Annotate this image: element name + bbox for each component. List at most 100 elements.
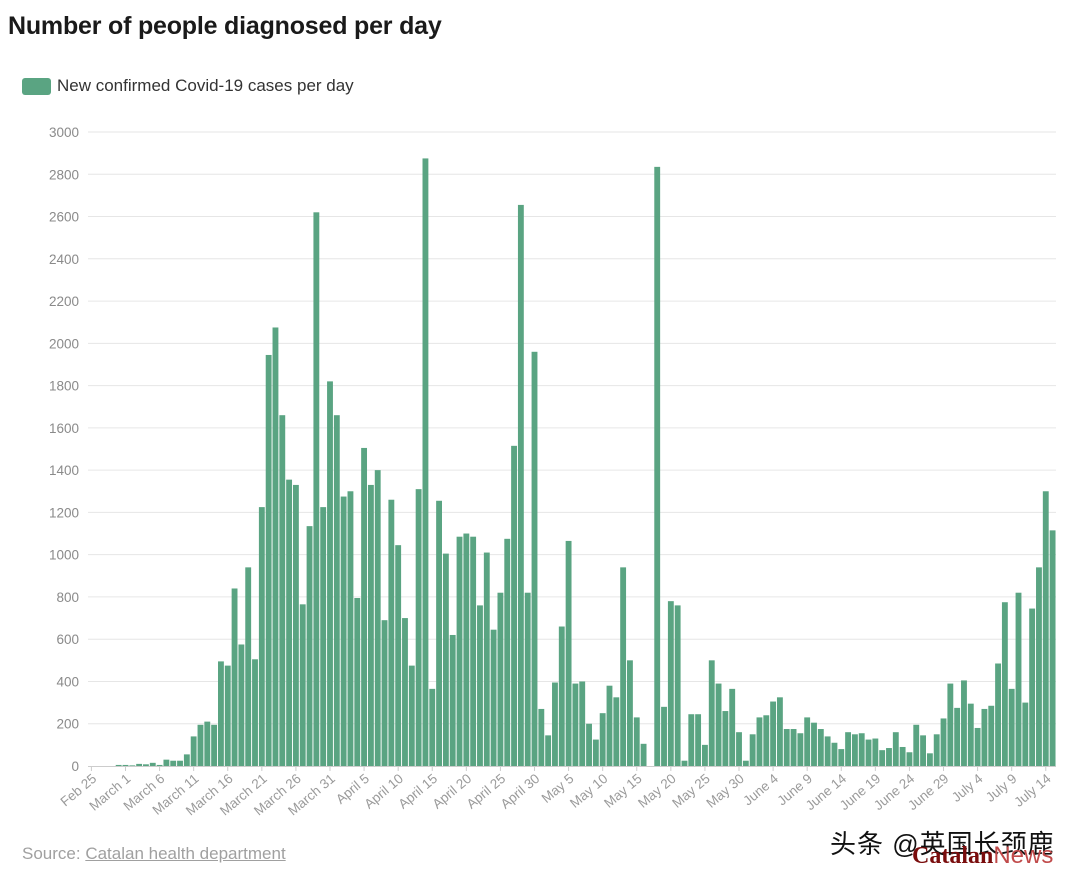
bar [517,204,524,766]
bar [961,680,967,766]
bar [524,592,531,766]
bar [327,381,333,766]
bar [149,762,156,766]
bar [838,749,845,766]
bar [926,753,933,766]
bar [136,763,143,766]
x-tick-label: May 10 [567,771,611,811]
bar [511,445,517,766]
watermark-text: 头条 @英国长颈鹿 [830,829,1055,859]
bar [613,697,620,766]
y-tick-label: 2600 [49,210,79,225]
y-tick-label: 800 [56,590,79,605]
bar [258,507,265,766]
bar [122,764,129,766]
bar [783,729,790,766]
bar [415,489,422,766]
bar [681,760,688,766]
legend: New confirmed Covid-19 cases per day [22,76,354,96]
bar [279,415,286,766]
bar [320,507,327,766]
bar [933,734,940,766]
y-tick-label: 2400 [49,252,79,267]
bar [599,713,606,766]
bar [402,618,408,766]
bar [736,732,742,766]
bar [988,705,995,766]
bar [654,166,661,766]
bar [756,717,763,766]
bar [374,470,381,766]
bar [218,661,224,766]
bar [572,683,579,766]
bar [722,711,729,766]
legend-label: New confirmed Covid-19 cases per day [57,76,354,95]
bar [163,759,170,766]
bar [347,491,354,766]
bar [204,721,211,766]
bar [190,736,197,766]
bar [388,499,395,766]
bar [586,723,592,766]
bar [776,697,783,766]
bar [306,526,313,766]
source-link[interactable]: Catalan health department [85,844,286,863]
x-axis [88,766,1056,771]
y-tick-label: 1000 [49,548,79,563]
bar [845,732,852,766]
bar [981,708,988,766]
bars [115,158,1056,767]
bar [177,760,183,766]
chart-title: Number of people diagnosed per day [8,12,442,40]
bar [436,500,442,766]
x-tick-label: May 15 [601,771,645,811]
bar [456,536,463,766]
legend-swatch [22,77,51,95]
bar [395,545,402,766]
bar [245,567,252,766]
source-note: Source: Catalan health department [22,844,286,864]
bar [504,538,511,766]
bar [688,714,695,766]
y-tick-label: 400 [56,674,79,689]
bar [974,727,981,766]
y-tick-label: 1600 [49,421,79,436]
bar [449,634,456,766]
bar [545,735,552,766]
bar [1036,567,1042,766]
bar [674,605,681,766]
bar [763,715,770,766]
y-tick-label: 1800 [49,379,79,394]
bar [354,597,361,766]
bar [899,746,906,766]
bar [129,765,136,766]
bar [995,663,1001,766]
bar [552,682,558,766]
bar [381,620,388,766]
bar [483,552,490,766]
bar [886,748,892,766]
logo-part-catalan: Catalan [912,843,994,869]
bar [115,764,122,766]
bar [470,536,477,766]
x-tick-label: July 4 [949,771,986,805]
bar [340,496,347,766]
bar [442,553,449,766]
bar [1001,602,1008,766]
x-tick-label: May 30 [703,771,747,811]
bar [620,567,627,766]
bar [729,688,736,766]
bar [1042,491,1049,766]
bar [272,327,279,766]
bar [749,734,756,766]
bar [851,734,858,766]
bar [408,665,415,766]
x-tick-label: May 25 [669,771,713,811]
bar [170,760,177,766]
bar [183,754,190,766]
y-tick-label: 0 [71,759,79,774]
bar [742,760,749,766]
bar [872,738,879,766]
bar [954,707,961,766]
